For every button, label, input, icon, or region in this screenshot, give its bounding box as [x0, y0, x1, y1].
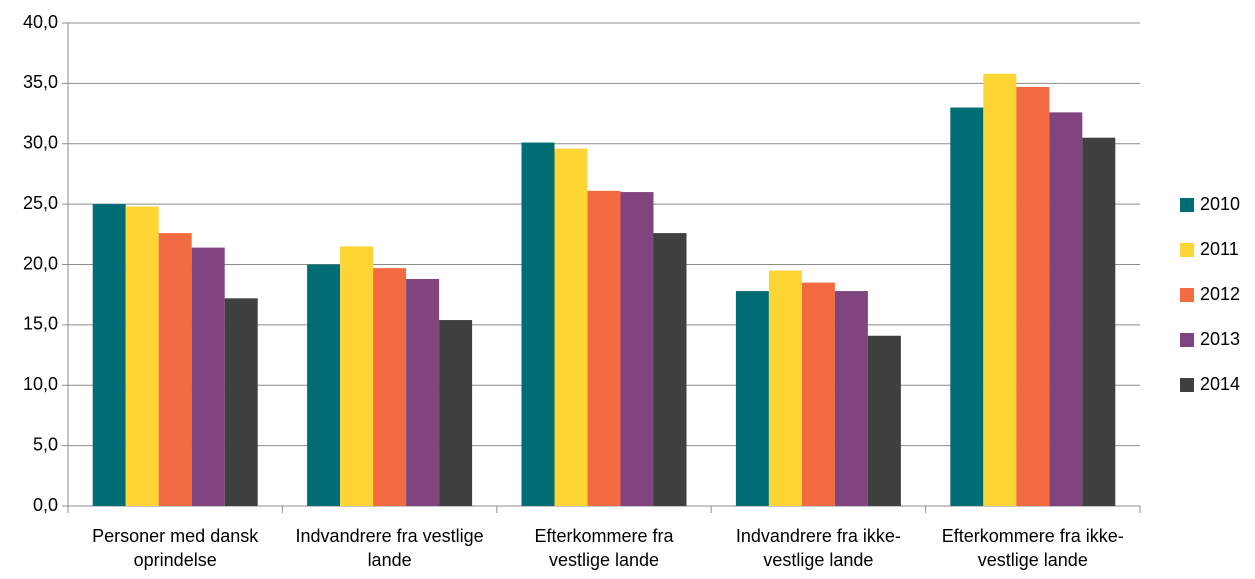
bar [125, 206, 159, 507]
legend-label: 2012 [1200, 284, 1240, 304]
bar [191, 247, 225, 506]
bar [983, 73, 1017, 506]
bar [620, 192, 654, 507]
legend-swatch [1180, 333, 1194, 347]
y-tick-label: 20,0 [23, 253, 58, 273]
bar [1016, 86, 1050, 506]
x-tick-label: Indvandrere fra vestlige lande [295, 526, 484, 570]
bar [554, 148, 588, 506]
legend-swatch [1180, 198, 1194, 212]
bar [307, 264, 341, 506]
y-tick-label: 0,0 [33, 495, 58, 515]
bar [158, 233, 192, 507]
y-tick-label: 40,0 [23, 12, 58, 32]
y-tick-label: 30,0 [23, 133, 58, 153]
bar [768, 270, 802, 506]
legend-swatch [1180, 243, 1194, 257]
bar [801, 282, 835, 506]
y-tick-label: 10,0 [23, 374, 58, 394]
bar [92, 204, 126, 506]
bar [1082, 137, 1116, 506]
bar [521, 142, 555, 507]
y-tick-label: 25,0 [23, 193, 58, 213]
y-tick-label: 15,0 [23, 314, 58, 334]
legend-label: 2013 [1200, 329, 1240, 349]
bar [406, 278, 440, 506]
y-tick-label: 35,0 [23, 72, 58, 92]
bar [867, 335, 901, 506]
bar [224, 298, 258, 506]
legend-swatch [1180, 378, 1194, 392]
bar [587, 190, 621, 506]
x-tick-label: Personer med dansk oprindelse [92, 526, 259, 570]
x-tick-label: Efterkommere fra ikke-vestlige lande [941, 526, 1124, 570]
x-tick-label: Indvandrere fra ikke-vestlige lande [735, 526, 901, 570]
x-tick-label: Efterkommere fra vestlige lande [534, 526, 674, 570]
legend-swatch [1180, 288, 1194, 302]
bar [950, 107, 984, 507]
bar [735, 291, 769, 506]
bar [1049, 112, 1083, 506]
legend-label: 2014 [1200, 374, 1240, 394]
bar [834, 291, 868, 506]
bar [340, 246, 374, 506]
bar [653, 233, 687, 507]
legend-label: 2010 [1200, 194, 1240, 214]
y-tick-label: 5,0 [33, 434, 58, 454]
bar [439, 320, 473, 506]
legend-label: 2011 [1200, 239, 1239, 259]
bar [373, 268, 407, 506]
